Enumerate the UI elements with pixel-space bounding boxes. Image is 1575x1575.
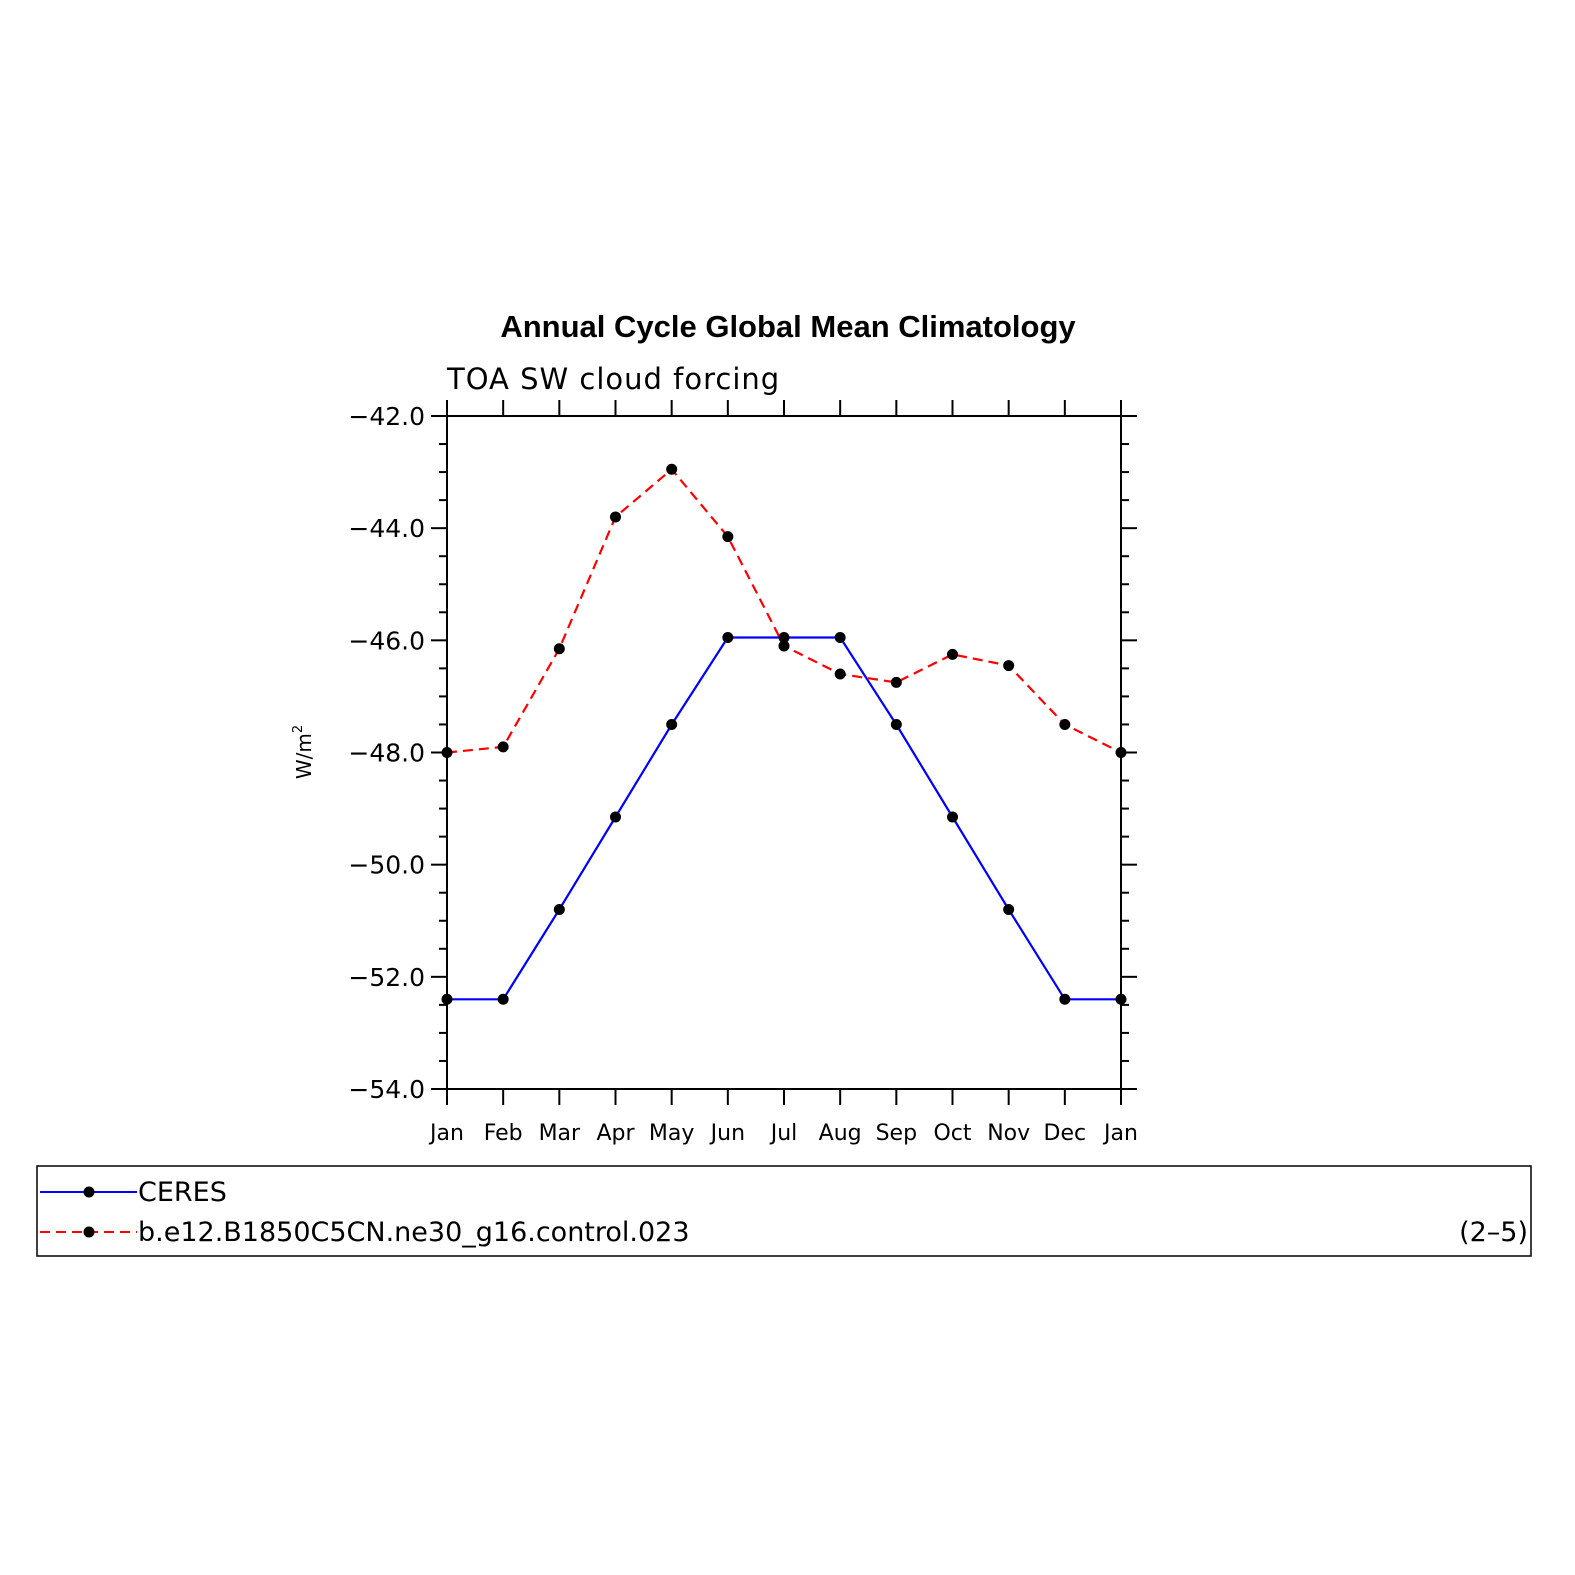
legend-marker-ceres <box>83 1186 95 1198</box>
y-tick-label: −44.0 <box>348 514 425 543</box>
y-tick-labels: −42.0 −44.0 −46.0 −48.0 −50.0 −52.0 −54.0 <box>348 402 425 1104</box>
x-tick-label: Apr <box>596 1121 635 1146</box>
x-tick-label: Oct <box>933 1121 971 1146</box>
y-tick-label: −48.0 <box>348 739 425 768</box>
x-tick-label: May <box>649 1121 694 1146</box>
data-point <box>1059 718 1071 730</box>
plot-frame <box>446 415 1122 1090</box>
data-point <box>441 747 453 758</box>
legend-label-ceres: CERES <box>138 1177 227 1208</box>
y-axis-label: W/m2 <box>291 725 316 779</box>
panel-annotation: (2–5) <box>1459 1217 1528 1248</box>
data-point <box>553 904 565 916</box>
data-point <box>497 993 509 1005</box>
data-point <box>441 993 453 1005</box>
data-point <box>778 640 790 652</box>
data-point <box>666 718 678 730</box>
data-point <box>778 632 790 644</box>
data-point <box>610 511 621 523</box>
series-markers <box>441 463 1127 1005</box>
data-point <box>1115 747 1127 758</box>
chart-subtitle: TOA SW cloud forcing <box>446 362 780 396</box>
data-point <box>1059 993 1071 1005</box>
chart-title: Annual Cycle Global Mean Climatology <box>500 309 1076 344</box>
y-tick-label: −52.0 <box>348 963 425 992</box>
data-point <box>1115 993 1127 1005</box>
legend-label-model: b.e12.B1850C5CN.ne30_g16.control.023 <box>138 1217 690 1248</box>
data-point <box>890 718 902 730</box>
axis-ticks <box>431 400 1137 1105</box>
data-point <box>553 643 565 655</box>
x-tick-label: Mar <box>539 1121 581 1146</box>
series-line-1 <box>446 467 1122 754</box>
x-tick-label: Feb <box>484 1121 523 1146</box>
data-point <box>1003 660 1015 672</box>
legend-marker-model <box>83 1226 95 1238</box>
data-point <box>610 811 621 823</box>
x-tick-label: Aug <box>819 1121 862 1146</box>
x-tick-label: Jul <box>769 1121 798 1146</box>
y-tick-label: −42.0 <box>348 402 425 431</box>
svg-text:W/m2: W/m2 <box>291 725 316 779</box>
data-point <box>722 531 734 543</box>
series-line-0 <box>447 636 1121 1001</box>
data-point <box>947 811 958 823</box>
data-point <box>834 632 846 644</box>
x-tick-label: Jan <box>428 1121 464 1146</box>
y-axis-label-text: W/m <box>292 733 316 779</box>
data-point <box>497 741 509 753</box>
y-tick-label: −50.0 <box>348 851 425 880</box>
x-tick-label: Nov <box>987 1121 1030 1146</box>
legend-box <box>36 1165 1532 1257</box>
x-tick-label: Jan <box>1102 1121 1138 1146</box>
data-point <box>890 676 902 688</box>
x-tick-label: Sep <box>876 1121 917 1146</box>
y-tick-label: −46.0 <box>348 626 425 655</box>
x-tick-label: Jun <box>709 1121 745 1146</box>
x-tick-labels: Jan Feb Mar Apr May Jun Jul Aug Sep Oct Nov Dec Jan <box>428 1121 1138 1146</box>
series-lines <box>446 467 1122 1001</box>
data-point <box>947 648 958 660</box>
y-axis-label-superscript: 2 <box>291 725 306 733</box>
y-tick-label: −54.0 <box>348 1075 425 1104</box>
data-point <box>722 632 734 644</box>
data-point <box>834 668 846 680</box>
data-point <box>1003 904 1015 916</box>
x-tick-label: Dec <box>1044 1121 1087 1146</box>
data-point <box>666 463 678 475</box>
legend: CERES b.e12.B1850C5CN.ne30_g16.control.0… <box>36 1165 1532 1257</box>
